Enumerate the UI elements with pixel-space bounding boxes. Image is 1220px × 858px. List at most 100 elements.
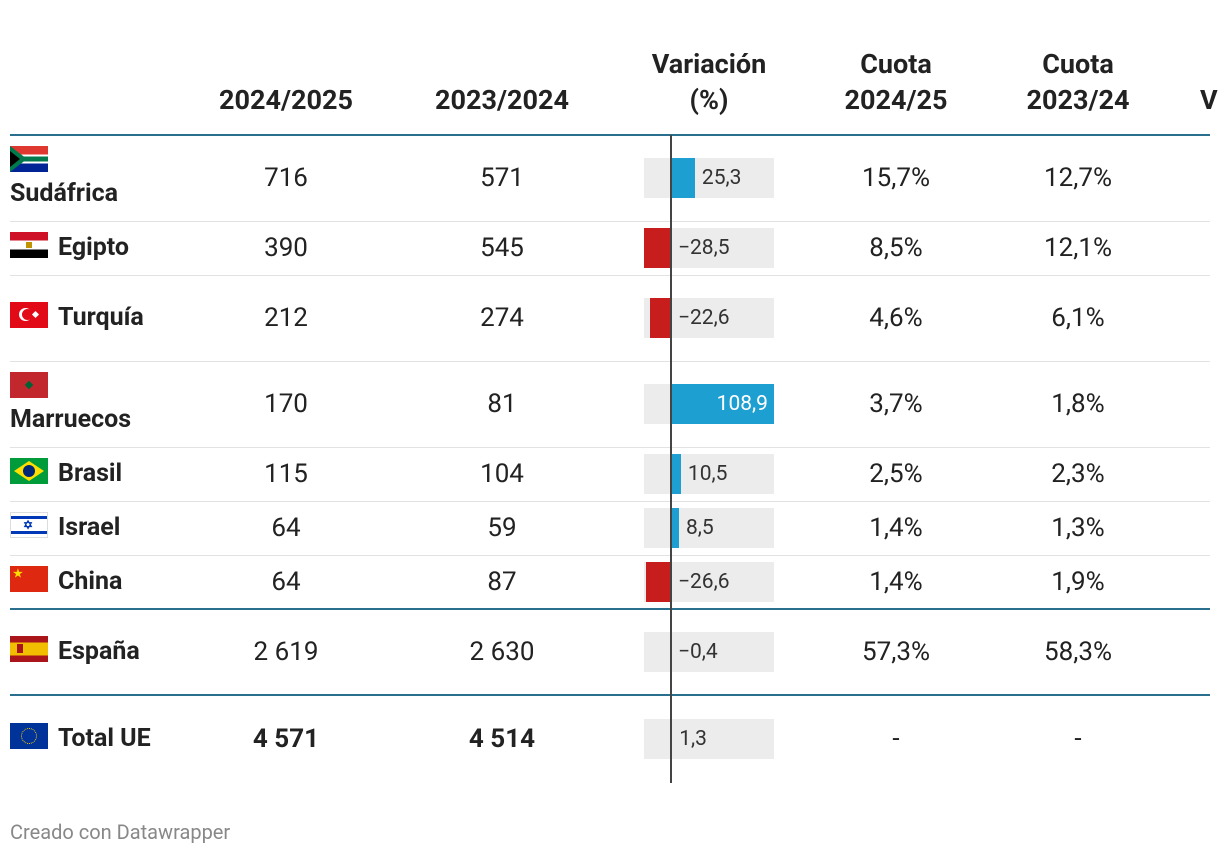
country-name: Turquía <box>58 303 144 332</box>
row-rule <box>10 221 1210 222</box>
variation-bar <box>670 508 679 548</box>
country-cell: España <box>10 609 160 695</box>
value-cell: 2 630 <box>469 637 535 667</box>
share-cell: 15,7% <box>862 163 930 193</box>
table-row: Turquía 212 274 4,6% 6,1% −22,6 <box>0 275 1220 361</box>
value-cell: 274 <box>480 303 524 333</box>
bar-background <box>644 454 774 494</box>
value-cell: 64 <box>271 513 301 543</box>
bar-label: 1,3 <box>679 727 707 751</box>
variation-bar <box>644 228 671 268</box>
section-rule <box>10 694 1210 696</box>
row-rule <box>10 275 1210 276</box>
row-rule <box>10 555 1210 556</box>
value-cell: 59 <box>487 513 517 543</box>
table-row: ✡ Israel 64 59 1,4% 1,3% 8,5 <box>0 501 1220 555</box>
country-cell: ★ China <box>10 555 160 609</box>
country-name: Egipto <box>58 233 130 262</box>
row-rule <box>10 361 1210 362</box>
country-cell: Egipto <box>10 221 160 275</box>
country-cell: Brasil <box>10 447 160 501</box>
variation-bar <box>670 454 681 494</box>
country-name: China <box>58 567 123 596</box>
column-header: 2023/2024 <box>435 84 569 116</box>
country-cell: Turquía <box>10 275 160 361</box>
share-cell: 3,7% <box>869 389 923 419</box>
share-cell: - <box>1074 724 1082 754</box>
flag <box>10 232 48 258</box>
footer: Creado con Datawrapper <box>10 820 231 844</box>
bar-label: 108,9 <box>716 392 768 416</box>
value-cell: 64 <box>271 567 301 597</box>
country-content: Turquía <box>10 302 144 334</box>
country-cell: Marruecos <box>10 361 160 447</box>
bar-label: −22,6 <box>677 306 730 330</box>
column-header: V <box>1200 84 1218 116</box>
table-row: Sudáfrica 716 571 15,7% 12,7% 25,3 <box>0 135 1220 221</box>
value-cell: 81 <box>487 389 517 419</box>
country-content: Marruecos <box>10 372 160 436</box>
country-cell: Sudáfrica <box>10 135 160 221</box>
flag <box>10 458 48 484</box>
flag <box>10 146 48 172</box>
flag: ★ <box>10 566 48 592</box>
share-cell: 2,3% <box>1051 459 1105 489</box>
bar-background <box>644 719 774 759</box>
row-rule <box>10 447 1210 448</box>
table-header: 2024/2025 2023/2024 Variación (%) Cuota 202… <box>0 0 1220 120</box>
row-rule <box>10 501 1210 502</box>
country-name: Marruecos <box>10 405 132 434</box>
variation-bar <box>670 158 695 198</box>
value-cell: 716 <box>264 163 308 193</box>
share-cell: 1,8% <box>1051 389 1105 419</box>
value-cell: 87 <box>487 567 517 597</box>
country-name: Sudáfrica <box>10 179 118 208</box>
column-header: Cuota 2024/25 <box>844 48 948 116</box>
share-cell: 58,3% <box>1044 637 1112 667</box>
value-cell: 2 619 <box>253 637 319 667</box>
header-rule <box>10 134 1210 136</box>
bar-background <box>644 158 774 198</box>
share-cell: 12,1% <box>1044 233 1112 263</box>
value-cell: 4 571 <box>252 724 320 754</box>
share-cell: 1,4% <box>869 513 923 543</box>
bar-background <box>644 632 774 672</box>
table-row: Total UE 4 571 4 514 - - 1,3 <box>0 695 1220 783</box>
flag <box>10 723 48 749</box>
value-cell: 571 <box>480 163 524 193</box>
flag <box>10 636 48 662</box>
table-row: Brasil 115 104 2,5% 2,3% 10,5 <box>0 447 1220 501</box>
share-cell: 2,5% <box>869 459 923 489</box>
country-name: Israel <box>58 513 121 542</box>
variation-bar <box>645 562 671 602</box>
country-content: Egipto <box>10 232 129 264</box>
table-body: Sudáfrica 716 571 15,7% 12,7% 25,3 Egipto 390 54… <box>0 134 1220 783</box>
share-cell: - <box>892 724 900 754</box>
table-row: Egipto 390 545 8,5% 12,1% −28,5 <box>0 221 1220 275</box>
value-cell: 170 <box>264 389 308 419</box>
country-content: Brasil <box>10 458 122 490</box>
flag <box>10 372 48 398</box>
column-header: Cuota 2023/24 <box>1026 48 1130 116</box>
share-cell: 1,9% <box>1051 567 1105 597</box>
country-cell: ✡ Israel <box>10 501 160 555</box>
value-cell: 4 514 <box>468 724 536 754</box>
value-cell: 390 <box>264 233 308 263</box>
flag <box>10 302 48 328</box>
bar-label: 10,5 <box>687 462 728 486</box>
share-cell: 6,1% <box>1051 303 1105 333</box>
country-name: Total UE <box>58 724 151 753</box>
variation-bar <box>649 298 671 338</box>
flag: ✡ <box>10 512 48 538</box>
share-cell: 1,3% <box>1051 513 1105 543</box>
value-cell: 212 <box>264 303 308 333</box>
country-content: ★ China <box>10 566 122 598</box>
bar-background <box>644 508 774 548</box>
country-name: Brasil <box>58 459 123 488</box>
country-content: España <box>10 636 140 668</box>
value-cell: 545 <box>480 233 524 263</box>
country-name: España <box>58 637 140 666</box>
bar-label: 8,5 <box>686 516 714 540</box>
table-row: Marruecos 170 81 3,7% 1,8% 108,9 <box>0 361 1220 447</box>
